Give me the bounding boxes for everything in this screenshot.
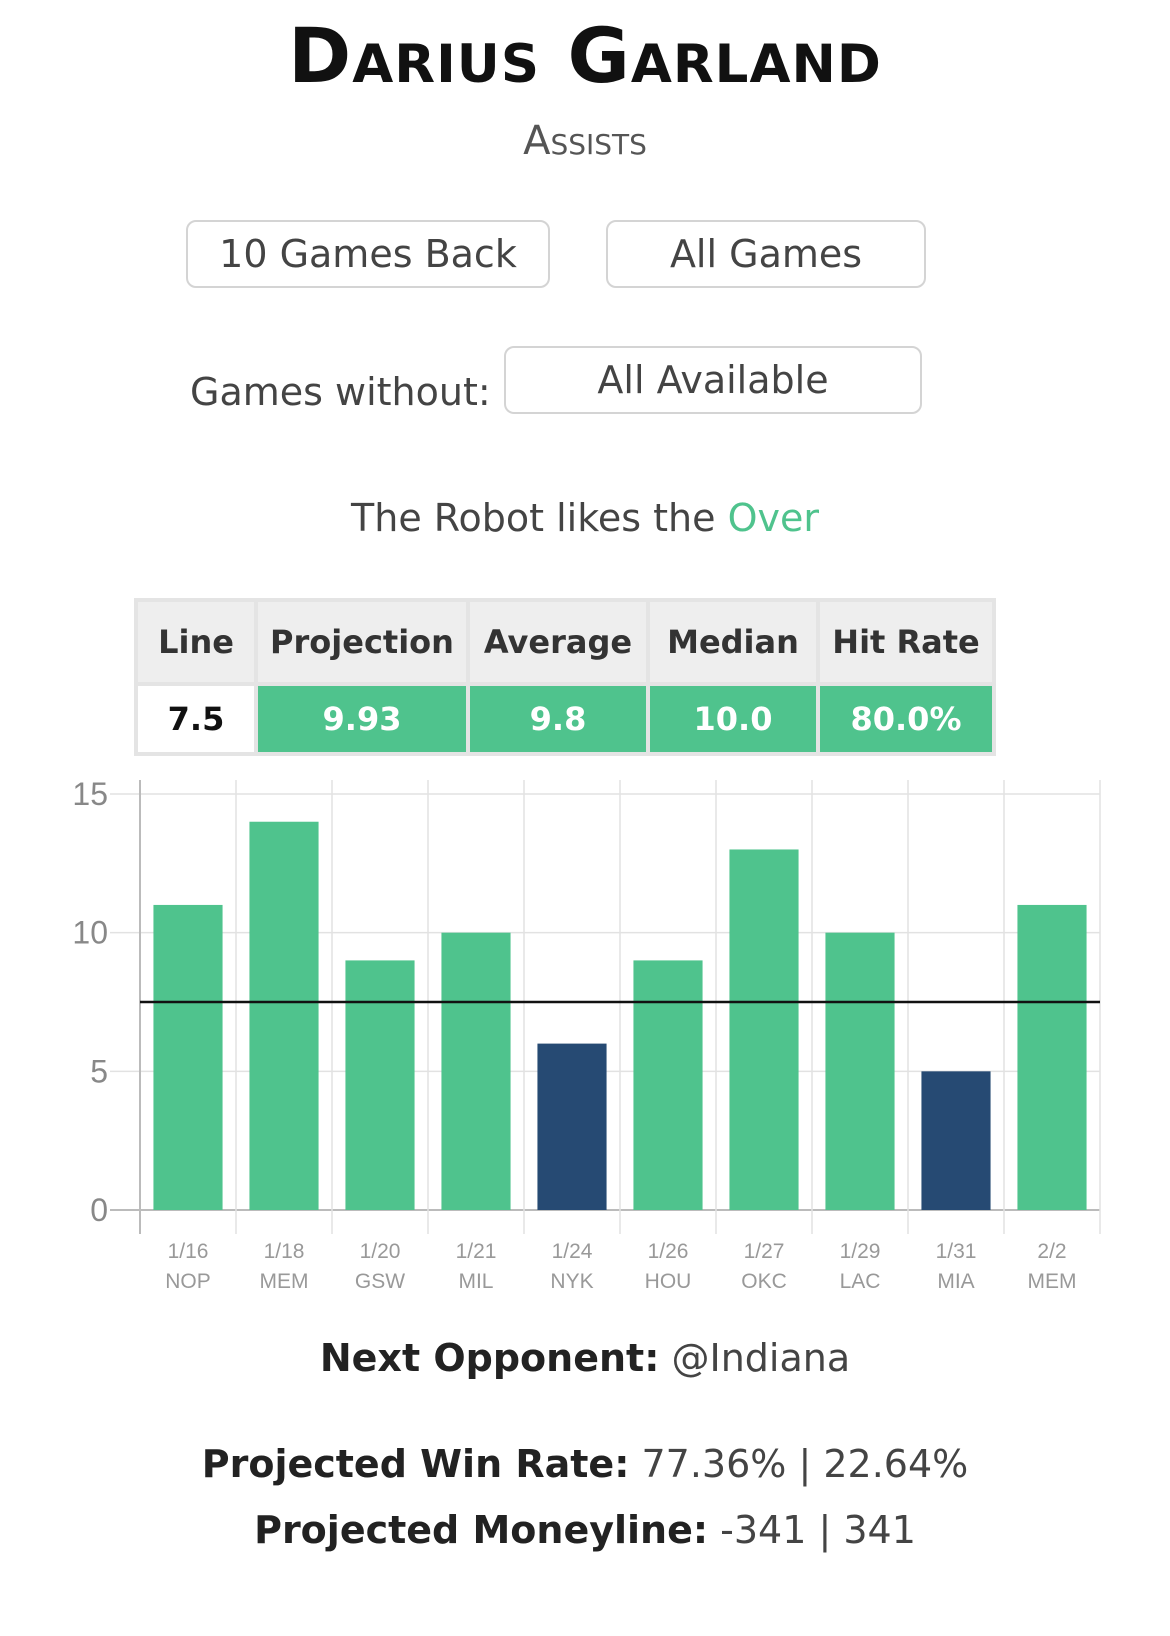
moneyline-line: Projected Moneyline: -341 | 341 bbox=[0, 1508, 1170, 1552]
x-date-label: 2/2 bbox=[1037, 1240, 1066, 1263]
win-rate-value: 77.36% | 22.64% bbox=[641, 1442, 969, 1486]
moneyline-value: -341 | 341 bbox=[720, 1508, 916, 1552]
header-median: Median bbox=[650, 602, 816, 682]
x-date-label: 1/20 bbox=[360, 1240, 401, 1263]
x-date-label: 1/18 bbox=[264, 1240, 305, 1263]
win-rate-line: Projected Win Rate: 77.36% | 22.64% bbox=[0, 1442, 1170, 1486]
robot-verdict: The Robot likes the Over bbox=[0, 496, 1170, 540]
x-opponent-label: NYK bbox=[550, 1270, 593, 1293]
x-opponent-label: MIL bbox=[458, 1270, 493, 1293]
x-opponent-label: OKC bbox=[741, 1270, 787, 1293]
next-opponent-line: Next Opponent: @Indiana bbox=[0, 1336, 1170, 1380]
stats-header-row: Line Projection Average Median Hit Rate bbox=[138, 602, 992, 682]
next-opponent-value: @Indiana bbox=[671, 1336, 851, 1380]
x-opponent-label: MEM bbox=[1028, 1270, 1077, 1293]
verdict-prefix: The Robot likes the bbox=[351, 496, 716, 540]
stat-category: Assists bbox=[523, 118, 647, 164]
assists-bar-chart: 0 5 10 15 1/16 NOP 1/18 MEM 1/20 GSW 1/21 MIL 1/24 NY… bbox=[72, 780, 1101, 1293]
bar bbox=[921, 1071, 991, 1210]
y-tick-label: 0 bbox=[90, 1192, 108, 1228]
bar bbox=[345, 960, 415, 1210]
x-opponent-label: MEM bbox=[260, 1270, 309, 1293]
value-average: 9.8 bbox=[470, 686, 646, 752]
y-tick-label: 15 bbox=[72, 780, 108, 812]
x-opponent-label: GSW bbox=[355, 1270, 405, 1293]
verdict-pick: Over bbox=[727, 496, 819, 540]
moneyline-label: Projected Moneyline: bbox=[254, 1508, 709, 1552]
bar bbox=[1017, 904, 1087, 1210]
win-rate-label: Projected Win Rate: bbox=[201, 1442, 630, 1486]
header-projection: Projection bbox=[258, 602, 466, 682]
value-projection: 9.93 bbox=[258, 686, 466, 752]
games-without-label: Games without: bbox=[190, 370, 491, 414]
bar bbox=[441, 932, 511, 1210]
bar bbox=[153, 904, 223, 1210]
x-opponent-label: HOU bbox=[645, 1270, 692, 1293]
x-date-label: 1/24 bbox=[552, 1240, 593, 1263]
x-date-label: 1/16 bbox=[168, 1240, 209, 1263]
bar bbox=[633, 960, 703, 1210]
games-back-button[interactable]: 10 Games Back bbox=[186, 220, 550, 288]
bar bbox=[729, 849, 799, 1210]
header-hit-rate: Hit Rate bbox=[820, 602, 992, 682]
x-date-label: 1/27 bbox=[744, 1240, 785, 1263]
x-date-label: 1/21 bbox=[456, 1240, 497, 1263]
x-date-label: 1/29 bbox=[840, 1240, 881, 1263]
x-date-label: 1/26 bbox=[648, 1240, 689, 1263]
y-tick-label: 10 bbox=[72, 915, 108, 951]
bar bbox=[537, 1043, 607, 1210]
x-date-label: 1/31 bbox=[936, 1240, 977, 1263]
value-line: 7.5 bbox=[138, 686, 254, 752]
stats-table: Line Projection Average Median Hit Rate … bbox=[134, 598, 996, 756]
season-filter-button[interactable]: All Games bbox=[606, 220, 926, 288]
games-without-select[interactable]: All Available bbox=[504, 346, 922, 414]
value-median: 10.0 bbox=[650, 686, 816, 752]
y-tick-label: 5 bbox=[90, 1053, 108, 1089]
next-opponent-label: Next Opponent: bbox=[319, 1336, 660, 1380]
value-hit-rate: 80.0% bbox=[820, 686, 992, 752]
x-opponent-label: LAC bbox=[840, 1270, 881, 1293]
header-average: Average bbox=[470, 602, 646, 682]
player-name: Darius Garland bbox=[288, 11, 882, 100]
x-opponent-label: MIA bbox=[937, 1270, 974, 1293]
bar bbox=[249, 821, 319, 1210]
header-line: Line bbox=[138, 602, 254, 682]
bar bbox=[825, 932, 895, 1210]
stats-value-row: 7.5 9.93 9.8 10.0 80.0% bbox=[138, 686, 992, 752]
x-opponent-label: NOP bbox=[165, 1270, 211, 1293]
